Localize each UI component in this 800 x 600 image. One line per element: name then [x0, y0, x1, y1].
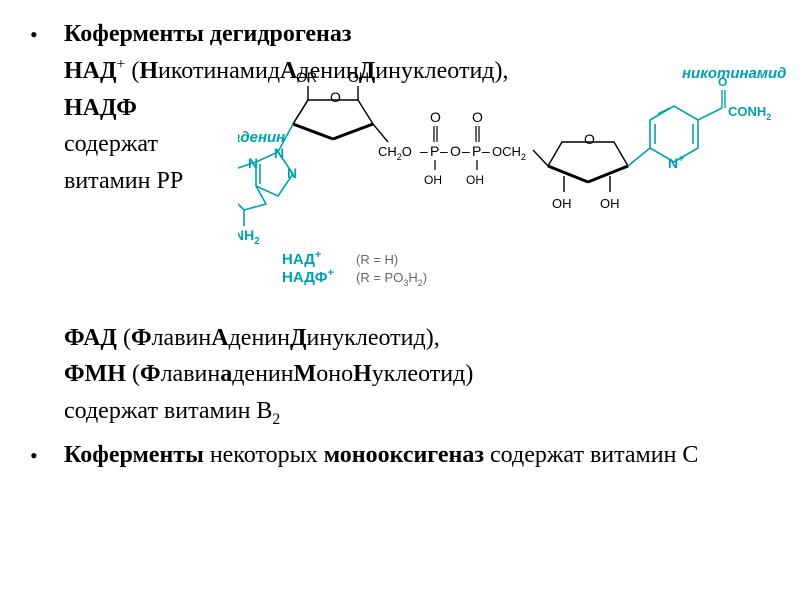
fmn-seg2: денин — [232, 361, 293, 387]
contain-b2-pre: содержат витамин B — [64, 398, 272, 424]
fad-open: ( — [117, 325, 131, 351]
right-oh2: OH — [600, 196, 620, 211]
bridge-3: – — [462, 143, 470, 159]
bridge-4: – — [482, 143, 490, 159]
fmn-f: Ф — [140, 361, 161, 387]
fmn-m: М — [294, 361, 317, 387]
fad-f: Ф — [131, 325, 152, 351]
bullet2-mid: некоторых — [204, 442, 324, 468]
nicotinamide-label: никотинамид — [682, 65, 786, 82]
adenine-nh2: NH2 — [238, 227, 260, 247]
right-oh1: OH — [552, 196, 572, 211]
bridge-2: – — [440, 143, 448, 159]
bullet2-post: содержат витамин C — [484, 442, 698, 468]
bullet2-mono: монооксигеназ — [324, 442, 484, 468]
nad-letter-n: Н — [139, 58, 158, 84]
p2-oh: OH — [466, 173, 484, 187]
slide: • Коферменты дегидрогеназ НАД+ (Никотина… — [0, 0, 800, 600]
conh2: CONH2 — [728, 104, 771, 122]
oh-label-1: OH — [348, 69, 369, 85]
fmn-seg1: лавин — [161, 361, 221, 387]
contain-b2-sub: 2 — [272, 410, 280, 427]
p2: P — [472, 143, 481, 159]
och2-right: OCH2 — [492, 144, 526, 162]
adenine-n1: N — [274, 145, 284, 161]
vitamin-pp: витамин PP — [64, 168, 183, 194]
adenine-label: аденин — [238, 129, 285, 146]
fad-acronym: ФАД — [64, 325, 117, 351]
fmn-line: ФМН (ФлавинаденинМоноНуклеотид) — [30, 358, 770, 390]
fad-line: ФАД (ФлавинАденинДинуклеотид), — [30, 322, 770, 354]
bullet-1-text: Коферменты дегидрогеназ — [64, 21, 352, 47]
fmn-n: Н — [353, 361, 372, 387]
ch2o-left: CH2O — [378, 144, 412, 162]
nad-sup: + — [117, 56, 126, 73]
bullet-1: • Коферменты дегидрогеназ — [30, 18, 770, 50]
fad-seg2: денин — [229, 325, 290, 351]
o-mid: O — [450, 143, 461, 159]
bridge-1: – — [420, 143, 428, 159]
fmn-acronym: ФМН — [64, 361, 126, 387]
bullet-dot-2: • — [30, 439, 64, 471]
fad-seg3: инуклеотид), — [307, 325, 440, 351]
fmn-seg4: уклеотид) — [372, 361, 474, 387]
bullet-2: • Коферменты некоторых монооксигеназ сод… — [30, 439, 770, 471]
or-label: OR — [296, 69, 317, 85]
bullet-dot: • — [30, 18, 64, 50]
nad-box: НАД+ — [282, 249, 321, 268]
contain-label-1: содержат — [64, 131, 158, 157]
diagram-left-text: НАДФ содержат витамин PP — [64, 92, 183, 201]
fad-d: Д — [290, 325, 307, 351]
ribose-o-left: O — [330, 89, 341, 105]
p2-o: O — [472, 109, 483, 125]
nicotinamide-n: N+ — [668, 154, 684, 171]
p1: P — [430, 143, 439, 159]
ribose-o-right: O — [584, 131, 595, 147]
r-po: (R = PO3H2) — [356, 270, 427, 288]
p1-o: O — [430, 109, 441, 125]
bullet2-pre: Коферменты — [64, 442, 204, 468]
fmn-open: ( — [126, 361, 140, 387]
nadf-box: НАДФ+ — [282, 267, 334, 286]
fmn-a: а — [220, 361, 232, 387]
fmn-seg3: оно — [316, 361, 353, 387]
r-h: (R = H) — [356, 252, 398, 267]
nadf-label: НАДФ — [64, 95, 137, 121]
diagram-area: НАДФ содержат витамин PP O O — [30, 92, 770, 278]
chem-structure: O OR OH N N — [238, 64, 798, 294]
nad-open: ( — [125, 58, 139, 84]
fad-seg1: лавин — [152, 325, 212, 351]
p1-oh: OH — [424, 173, 442, 187]
nad-acronym: НАД — [64, 58, 117, 84]
adenine-n3: N — [248, 155, 258, 171]
fad-a: А — [211, 325, 228, 351]
vitamin-b2-line: содержат витамин B2 — [30, 395, 770, 430]
adenine-n2: N — [287, 165, 297, 181]
